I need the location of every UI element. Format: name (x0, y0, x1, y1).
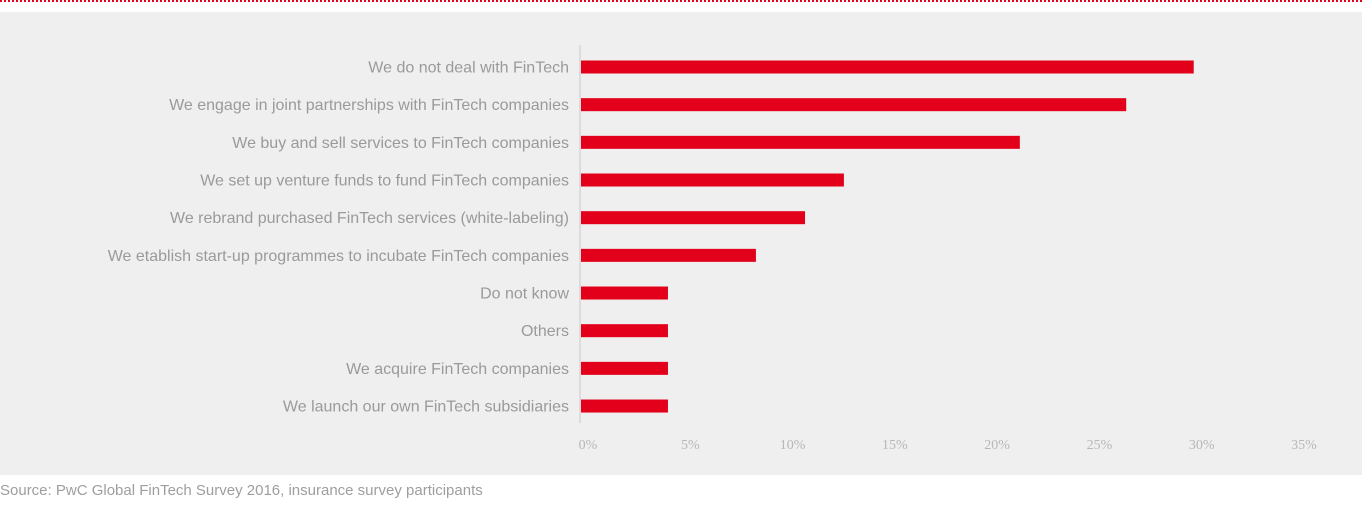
x-tick-label: 10% (780, 438, 806, 453)
x-tick-label: 5% (681, 438, 700, 453)
bar (581, 60, 1194, 74)
chart-panel: We do not deal with FinTech We engage in … (0, 12, 1362, 475)
x-tick-label: 15% (882, 438, 908, 453)
bar (581, 361, 668, 375)
category-label: We do not deal with FinTech (368, 60, 569, 77)
category-label: Do not know (480, 286, 569, 303)
x-tick-label: 20% (984, 438, 1010, 453)
category-label: We engage in joint partnerships with Fin… (169, 97, 569, 114)
bar (581, 173, 844, 187)
bar (581, 286, 668, 300)
x-tick-label: 30% (1189, 438, 1215, 453)
bar (581, 135, 1020, 149)
bar (581, 324, 668, 338)
x-tick-label: 25% (1087, 438, 1113, 453)
x-tick-label: 0% (579, 438, 598, 453)
bar (581, 98, 1127, 112)
source-note: Source: PwC Global FinTech Survey 2016, … (0, 482, 483, 499)
category-label: Others (521, 323, 569, 340)
category-label: We launch our own FinTech subsidiaries (283, 399, 569, 416)
top-dotted-rule (0, 0, 1362, 4)
category-label: We acquire FinTech companies (346, 361, 569, 378)
bar (581, 248, 756, 262)
category-label: We rebrand purchased FinTech services (w… (170, 210, 569, 227)
bar-chart: We do not deal with FinTech We engage in … (108, 45, 1317, 453)
category-label: We set up venture funds to fund FinTech … (200, 173, 569, 190)
category-label: We etablish start-up programmes to incub… (108, 248, 569, 265)
bar (581, 399, 668, 413)
x-tick-label: 35% (1291, 438, 1317, 453)
bar (581, 211, 806, 225)
category-label: We buy and sell services to FinTech comp… (232, 135, 569, 152)
